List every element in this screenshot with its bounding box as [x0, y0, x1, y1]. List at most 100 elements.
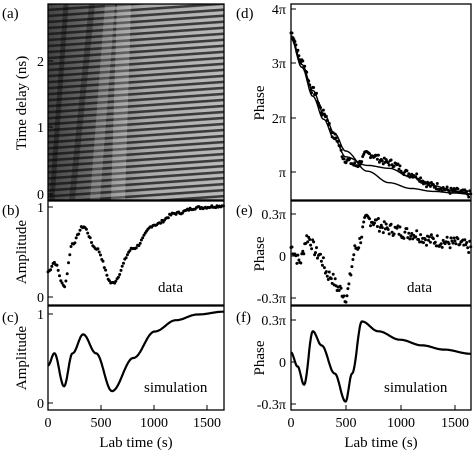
panel-e-point-135	[422, 241, 425, 245]
panel-e-point-49	[337, 289, 341, 292]
panel-c-ylabel: Amplitude	[14, 326, 30, 391]
panel-e-point-45	[333, 277, 337, 281]
panel-d-point-12	[301, 59, 305, 63]
panel-e-point-89	[376, 217, 380, 220]
panel-e-point-163	[449, 236, 453, 240]
panel-b-point-13	[63, 285, 67, 289]
panel-b-point-74	[141, 236, 145, 240]
panel-d: (d) Phase π 2π 3π 4π	[236, 3, 473, 201]
panel-e-ytick-0: 0	[279, 250, 286, 265]
panel-d-ytick-4pi: 4π	[272, 3, 286, 18]
panel-e-point-102	[389, 222, 393, 226]
panel-b-point-72	[138, 241, 142, 245]
panel-e-point-92	[379, 223, 383, 227]
panel-d-frame	[290, 3, 472, 201]
panel-e-point-137	[424, 238, 427, 242]
panel-e-point-13	[302, 252, 306, 256]
panel-d-point-94	[381, 162, 385, 166]
fringe-heatmap	[48, 4, 224, 200]
panel-e-point-19	[308, 238, 312, 241]
panel-d-point-100	[387, 163, 391, 167]
panel-b-frame	[47, 200, 225, 306]
panel-e-point-38	[326, 278, 330, 281]
panel-e-point-142	[428, 240, 432, 244]
panel-e-point-123	[410, 232, 414, 235]
panel-b-point-46	[105, 273, 109, 277]
panel-a-ylabel: Time delay (ns)	[14, 56, 30, 150]
panel-e-point-62	[350, 265, 354, 269]
panel-d-data-points	[289, 31, 473, 199]
panel-b-point-14	[64, 279, 68, 283]
panel-c-simulation-line	[47, 310, 224, 393]
panel-b-point-16	[67, 261, 70, 265]
panel-b-note: data	[158, 280, 183, 296]
panel-b-point-56	[118, 273, 122, 276]
panel-e-point-17	[306, 240, 310, 244]
panel-b-point-71	[137, 244, 141, 248]
panel-d-point-65	[353, 161, 357, 165]
panel-d-point-111	[398, 164, 402, 168]
panel-e-point-54	[342, 294, 346, 298]
panel-e-point-33	[321, 256, 325, 260]
panel-e-point-32	[320, 263, 324, 267]
panel-b-ytick-0: 0	[37, 291, 44, 306]
panel-b-point-73	[139, 238, 143, 242]
panel-e-point-165	[451, 241, 455, 245]
panel-b-point-33	[88, 236, 92, 240]
panel-d-point-46	[334, 136, 338, 140]
panel-e-point-140	[427, 238, 430, 242]
panel-e-point-90	[377, 229, 381, 233]
panel-b-point-58	[120, 264, 124, 268]
panel-b-point-2	[49, 268, 53, 272]
panel-a-label: (a)	[2, 6, 19, 22]
panel-c-xtick-1500: 1500	[193, 416, 221, 431]
panel-e-point-116	[403, 230, 407, 234]
panel-e-point-41	[329, 277, 333, 281]
panel-b-point-31	[86, 231, 90, 235]
panel-e-point-27	[316, 256, 319, 260]
panel-d-point-23	[312, 86, 316, 89]
panel-f-label: (f)	[236, 310, 251, 326]
panel-d-point-179	[465, 190, 469, 193]
panel-e-point-15	[304, 242, 308, 245]
panel-e-point-159	[445, 235, 449, 239]
panel-e-point-168	[454, 242, 458, 246]
panel-d-point-80	[368, 152, 371, 156]
panel-d-ytick-3pi: 3π	[272, 57, 286, 72]
panel-b-point-48	[107, 279, 111, 283]
panel-e-point-105	[392, 232, 396, 236]
panel-e-point-127	[414, 235, 418, 239]
panel-b-point-94	[166, 216, 170, 220]
panel-e-point-145	[431, 237, 435, 241]
panel-b-point-137	[221, 204, 225, 208]
panel-d-point-33	[321, 108, 325, 112]
panel-f: (f) Phase 0.3π 0 -0.3π simulation 0 500 …	[236, 305, 472, 451]
panel-e-point-147	[433, 240, 437, 244]
panel-e-label: (e)	[236, 203, 253, 219]
panel-d-point-138	[425, 185, 428, 189]
panel-d-ylabel: Phase	[252, 85, 268, 120]
panel-e-point-61	[349, 273, 353, 277]
panel-e-point-122	[409, 234, 413, 238]
panel-e-point-51	[339, 286, 343, 290]
panel-d-point-132	[419, 176, 423, 180]
panel-e-point-162	[448, 246, 452, 250]
panel-b-point-15	[65, 272, 69, 276]
panel-b-point-61	[124, 256, 128, 260]
panel-e-point-118	[405, 227, 409, 231]
panel-e-data-points	[289, 213, 473, 304]
panel-e-point-166	[452, 236, 456, 240]
panel-d-point-93	[380, 159, 384, 163]
panel-e-point-154	[440, 245, 444, 249]
panel-f-ytick-pos: 0.3π	[261, 314, 286, 329]
panel-a-frame	[47, 3, 225, 201]
panel-e-point-69	[357, 246, 361, 250]
panel-e-point-180	[466, 246, 470, 250]
panel-d-point-110	[397, 167, 401, 171]
panel-e-point-37	[325, 274, 329, 278]
panel-e-point-177	[463, 238, 467, 242]
panel-e-point-80	[368, 217, 371, 221]
panel-b-point-34	[90, 241, 93, 244]
panel-e-point-1	[290, 245, 294, 249]
panel-b-point-41	[99, 253, 102, 257]
